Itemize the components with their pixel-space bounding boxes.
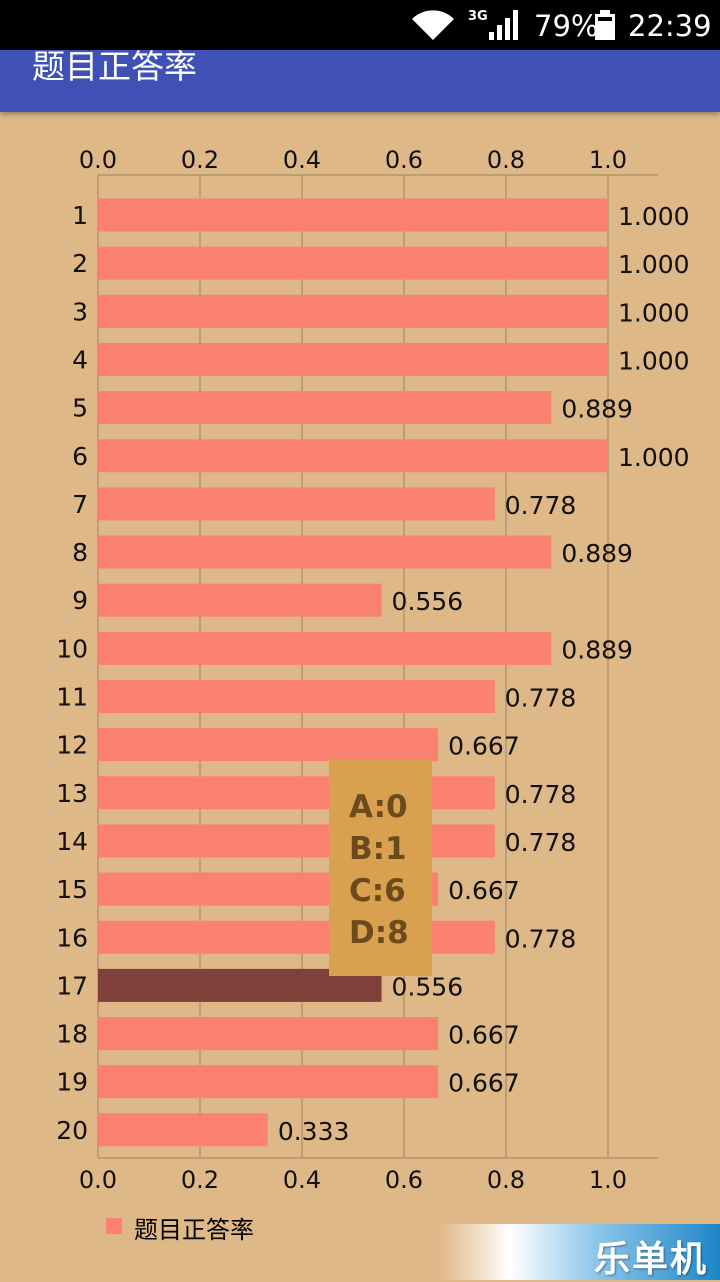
bar [98, 391, 552, 425]
legend-swatch [106, 1218, 122, 1234]
bar [98, 342, 608, 376]
category-label: 19 [56, 1068, 88, 1097]
bottom-tick-label: 0.2 [181, 1166, 219, 1194]
value-label: 1.000 [618, 250, 690, 279]
bar [98, 1065, 439, 1099]
bar [98, 1017, 439, 1051]
value-label: 0.778 [505, 684, 577, 713]
bar [98, 680, 495, 713]
value-label: 0.667 [448, 876, 520, 905]
tooltip-line-b: B:1 [349, 831, 407, 867]
tooltip-line-c: C:6 [349, 873, 406, 909]
category-label: 8 [72, 538, 88, 567]
value-label: 0.889 [561, 539, 633, 568]
bottom-tick-label: 0.6 [385, 1166, 423, 1194]
wifi-icon [412, 10, 454, 40]
legend-label: 题目正答率 [134, 1216, 254, 1244]
value-label: 0.667 [448, 1069, 520, 1098]
status-bar: 3G 79% 22:39 [0, 0, 720, 50]
bar [98, 246, 608, 280]
bar [98, 776, 495, 810]
bar [98, 824, 495, 858]
bar [98, 728, 439, 762]
page-title: 题目正答率 [32, 50, 197, 86]
category-label: 2 [72, 249, 88, 278]
top-tick-label: 1.0 [589, 146, 627, 174]
value-label: 1.000 [618, 202, 690, 231]
category-label: 3 [72, 297, 88, 326]
top-tick-label: 0.0 [79, 146, 117, 174]
category-label: 10 [56, 634, 88, 663]
category-label: 16 [56, 923, 88, 952]
category-label: 17 [56, 971, 88, 1000]
battery-percent: 79% [534, 9, 599, 43]
bottom-tick-label: 0.8 [487, 1166, 525, 1194]
bar-chart: 0.0 0.0 0.2 0.2 0.4 0.4 0.6 0.6 0.8 0.8 1.0 1.0 1 1.0… [56, 146, 690, 1194]
value-label: 0.889 [561, 395, 633, 424]
category-label: 14 [56, 827, 88, 856]
bottom-tick-label: 0.4 [283, 1166, 321, 1194]
value-label: 0.778 [505, 924, 577, 953]
bar [98, 535, 552, 569]
value-label: 1.000 [618, 443, 690, 472]
category-label: 5 [72, 394, 88, 423]
category-label: 9 [72, 586, 88, 615]
value-label: 0.778 [505, 828, 577, 857]
value-label: 0.778 [505, 491, 577, 520]
value-label: 1.000 [618, 346, 690, 375]
answer-distribution-tooltip: A:0 B:1 C:6 D:8 [329, 760, 432, 976]
category-label: 20 [56, 1116, 88, 1145]
category-label: 1 [72, 201, 88, 230]
bar [98, 583, 382, 617]
watermark-text: 乐单机 [593, 1239, 708, 1280]
category-label: 18 [56, 1020, 88, 1049]
value-label: 0.556 [392, 972, 464, 1001]
network-type-label: 3G [468, 9, 488, 24]
bottom-tick-label: 1.0 [589, 1166, 627, 1194]
bar [98, 294, 608, 328]
battery-icon [595, 10, 615, 40]
top-tick-label: 0.2 [181, 146, 219, 174]
category-label: 4 [72, 345, 88, 374]
top-tick-label: 0.4 [283, 146, 321, 174]
category-label: 12 [56, 731, 88, 760]
top-tick-label: 0.8 [487, 146, 525, 174]
bar [98, 487, 495, 521]
tooltip-line-a: A:0 [349, 789, 408, 825]
cell-signal-icon [489, 10, 518, 40]
watermark-logo: 乐单机 [440, 1224, 720, 1280]
bar [98, 439, 608, 473]
category-label: 6 [72, 442, 88, 471]
category-label: 15 [56, 875, 88, 904]
category-label: 7 [72, 490, 88, 519]
category-label: 11 [56, 683, 88, 712]
clock: 22:39 [628, 9, 712, 43]
bottom-tick-label: 0.0 [79, 1166, 117, 1194]
value-label: 0.778 [505, 780, 577, 809]
value-label: 0.667 [448, 1021, 520, 1050]
value-label: 0.889 [561, 635, 633, 664]
top-tick-label: 0.6 [385, 146, 423, 174]
value-label: 0.333 [278, 1117, 350, 1146]
value-label: 0.667 [448, 732, 520, 761]
bar [98, 920, 495, 954]
bar [98, 1113, 268, 1147]
value-label: 0.556 [392, 587, 464, 616]
bar [98, 198, 608, 232]
tooltip-line-d: D:8 [349, 915, 409, 951]
category-label: 13 [56, 779, 88, 808]
app-bar: 题目正答率 [0, 50, 720, 112]
value-label: 1.000 [618, 298, 690, 327]
bar [98, 631, 552, 665]
